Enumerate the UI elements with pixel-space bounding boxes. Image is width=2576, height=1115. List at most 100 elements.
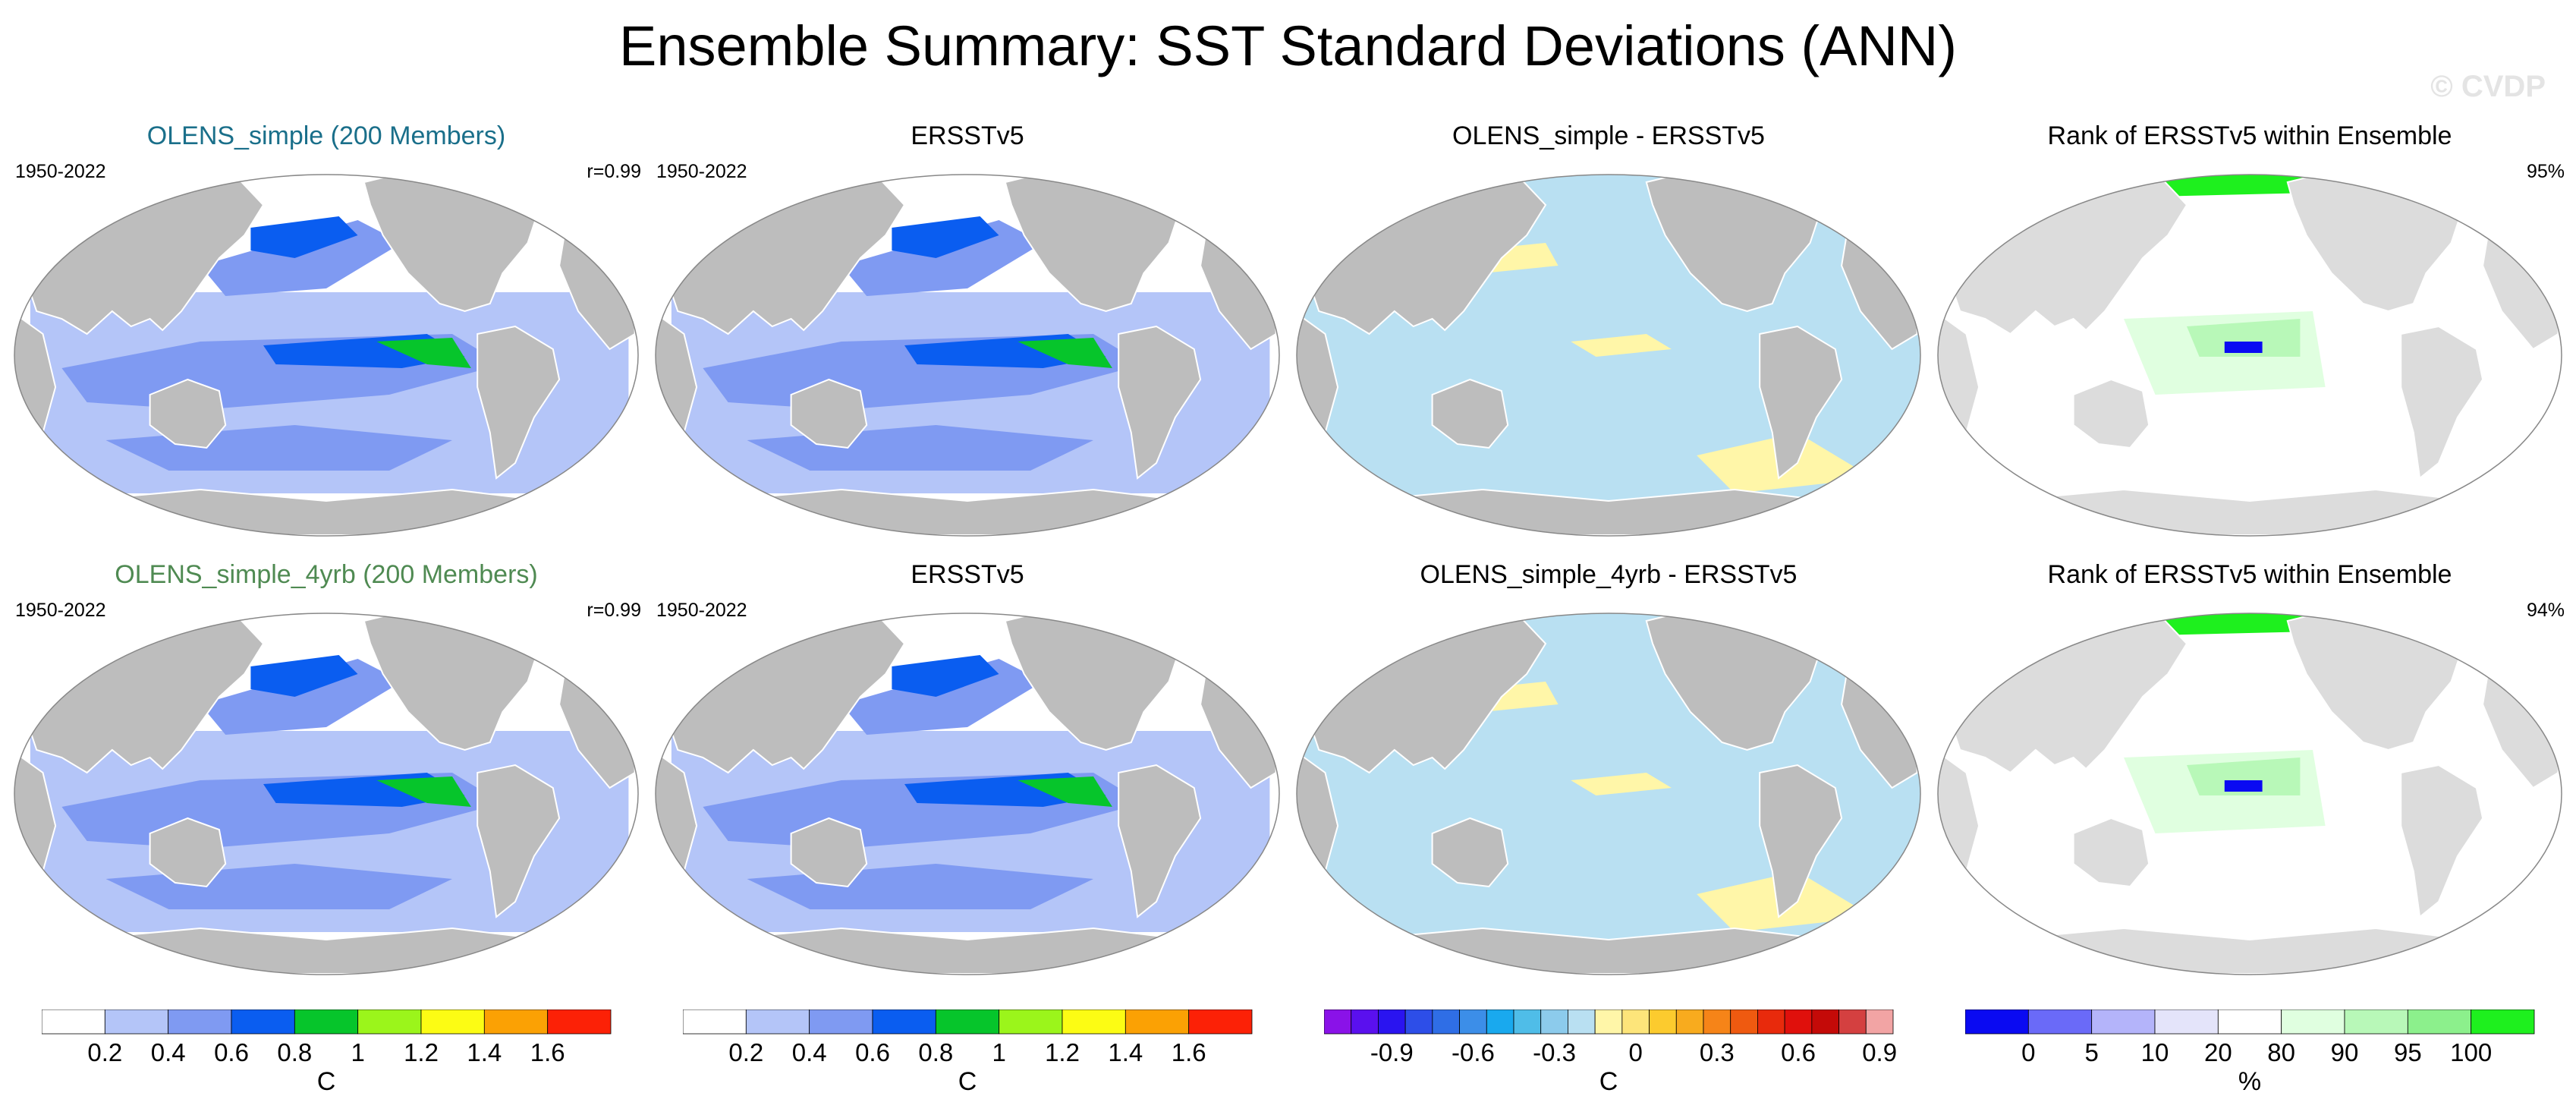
colorbar-tick-label: 1.4 (1108, 1038, 1143, 1066)
colorbar-tick-label: 0.8 (277, 1038, 312, 1066)
diff-colorbar: -0.9 -0.6 -0.3 0 0.3 0.6 0.9 C (1324, 1009, 1897, 1093)
land-mass (2072, 378, 2150, 449)
colorbar-box (1621, 1009, 1650, 1035)
map-outline (14, 613, 639, 975)
ocean-field-region (376, 776, 471, 807)
colorbar-box (1540, 1009, 1568, 1035)
colorbar-tick-label: 0.6 (1781, 1038, 1816, 1066)
colorbar-tick-label: 1.2 (1045, 1038, 1080, 1066)
colorbar-tick-label: -0.9 (1370, 1038, 1414, 1066)
ocean-field-region (841, 220, 1043, 296)
ocean-field-region (250, 216, 358, 258)
colorbar-tick-label: 100 (2450, 1038, 2492, 1066)
ocean-field-region (2224, 342, 2263, 353)
colorbar-tick-label: 1.6 (1172, 1038, 1206, 1066)
map-panel (14, 174, 639, 537)
map-panel (14, 613, 639, 975)
colorbar-tick-label: -0.3 (1533, 1038, 1576, 1066)
colorbar-tick-label: 0.2 (728, 1038, 763, 1066)
colorbar-box (809, 1009, 873, 1035)
colorbar-box (872, 1009, 936, 1035)
colorbar-box (935, 1009, 1000, 1035)
colorbar-tick-label: 0.9 (1862, 1038, 1897, 1066)
land-mass (1759, 764, 1843, 918)
ocean-field-region (841, 659, 1043, 735)
map-panel (1296, 613, 1921, 975)
land-mass (790, 378, 868, 449)
ocean-field-region (2224, 780, 2263, 792)
map-outline (1296, 613, 1921, 975)
colorbar-box (2407, 1009, 2472, 1035)
stat-label: 94% (2526, 600, 2565, 621)
map-outline (655, 613, 1280, 975)
stat-label: 95% (2526, 161, 2565, 182)
colorbar-box (745, 1009, 810, 1035)
colorbar-box (168, 1009, 232, 1035)
land-mass (1732, 613, 1812, 630)
map-outline (14, 174, 639, 537)
colorbar-box (1703, 1009, 1731, 1035)
main-title: Ensemble Summary: SST Standard Deviation… (619, 14, 1957, 77)
colorbar-tick-label: 0.4 (792, 1038, 827, 1066)
colorbar-tick-label: -0.6 (1452, 1038, 1495, 1066)
ocean-field-region (200, 659, 402, 735)
map-panel (655, 613, 1280, 975)
land-mass (790, 817, 868, 888)
colorbar-tick-label: 10 (2141, 1038, 2169, 1066)
map-panel (655, 174, 1280, 537)
colorbar-box (1730, 1009, 1758, 1035)
colorbar-box (1965, 1009, 2029, 1035)
map-outline (1296, 174, 1921, 537)
map-panel (1296, 174, 1921, 537)
colorbar-box (547, 1009, 612, 1035)
colorbar-box (483, 1009, 549, 1035)
panel-title: OLENS_simple_4yrb - ERSSTv5 (1420, 560, 1798, 589)
period-label: 1950-2022 (15, 161, 106, 182)
colorbar-box (42, 1009, 105, 1035)
land-mass (1118, 764, 1202, 918)
stat-label: r=0.99 (587, 161, 641, 182)
land-mass (1431, 378, 1509, 449)
panel-title: Rank of ERSSTv5 within Ensemble (2047, 121, 2452, 150)
period-label: 1950-2022 (656, 161, 747, 182)
colorbar-tick-label: 0.4 (151, 1038, 186, 1066)
colorbar-tick-label: 0.2 (87, 1038, 122, 1066)
colorbar-box (1865, 1009, 1894, 1035)
ocean-field-region (1571, 773, 1672, 795)
colorbar-box (2471, 1009, 2535, 1035)
colorbar-tick-label: 0.8 (918, 1038, 953, 1066)
colorbar-tick-label: 1 (351, 1038, 364, 1066)
colorbar-box (1324, 1009, 1352, 1035)
colorbar-box (104, 1009, 169, 1035)
land-mass (1759, 325, 1843, 480)
colorbar-tick-label: 0.3 (1700, 1038, 1735, 1066)
land-mass (149, 378, 227, 449)
colorbar-tick-label: 1 (992, 1038, 1005, 1066)
land-mass (477, 764, 561, 918)
panel-title: OLENS_simple (200 Members) (146, 121, 506, 150)
map-outline (655, 174, 1280, 537)
colorbar-tick-label: 1.2 (404, 1038, 439, 1066)
colorbar-box (1124, 1009, 1190, 1035)
colorbar-tick-label: 95 (2394, 1038, 2422, 1066)
colorbar-box (420, 1009, 485, 1035)
colorbar-box (2281, 1009, 2345, 1035)
colorbar-box (999, 1009, 1063, 1035)
land-mass (477, 325, 561, 480)
colorbar-box (683, 1009, 747, 1035)
panel-title: ERSSTv5 (911, 121, 1024, 150)
stat-label: r=0.99 (587, 600, 641, 621)
colorbar-box (1568, 1009, 1596, 1035)
land-mass (450, 613, 530, 630)
colorbar-unit-label: C (1599, 1067, 1618, 1093)
colorbar-tick-label: 1.4 (467, 1038, 502, 1066)
colorbar-box (1838, 1009, 1867, 1035)
ocean-field-region (200, 220, 402, 296)
colorbar-tick-label: 0 (2021, 1038, 2035, 1066)
colorbar-box (2091, 1009, 2156, 1035)
colorbar-tick-label: 0.6 (214, 1038, 249, 1066)
period-label: 1950-2022 (15, 600, 106, 621)
land-mass (1431, 817, 1509, 888)
colorbar-box (1675, 1009, 1704, 1035)
colorbar-box (231, 1009, 295, 1035)
